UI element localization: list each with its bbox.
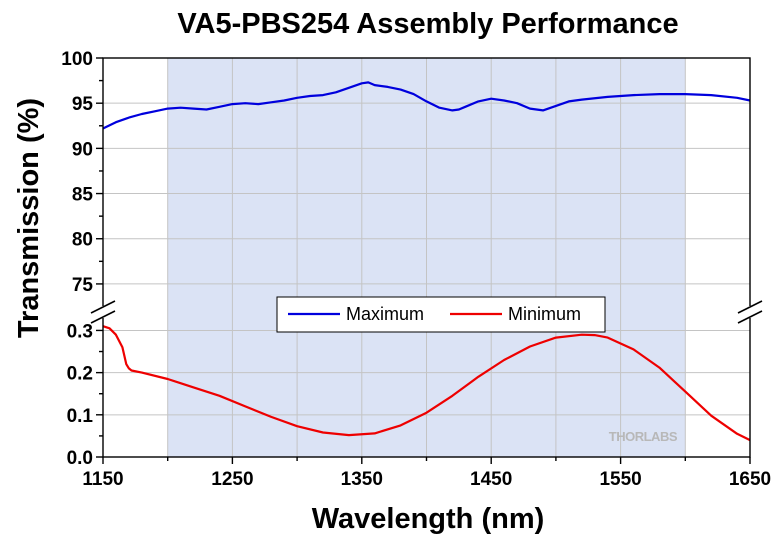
- y-tick-label: 75: [72, 275, 94, 296]
- y-tick-label: 90: [72, 139, 93, 160]
- series-line-maximum: [102, 81, 751, 130]
- x-axis-label: Wavelength (nm): [312, 503, 545, 535]
- axis-break-mark: [737, 300, 763, 314]
- x-tick-label: 1250: [211, 469, 253, 490]
- y-tick-label: 0.2: [67, 364, 93, 385]
- legend-entry-minimum: Minimum: [508, 304, 581, 324]
- chart-title: VA5-PBS254 Assembly Performance: [177, 8, 678, 40]
- x-tick-label: 1650: [729, 469, 771, 490]
- y-axis-label: Transmission (%): [13, 98, 45, 338]
- watermark-logo: THORLABS: [609, 429, 678, 444]
- legend-entry-maximum: Maximum: [346, 304, 424, 324]
- axis-break-mark: [90, 300, 116, 314]
- x-tick-label: 1150: [82, 469, 123, 490]
- series-line-minimum: [102, 325, 751, 442]
- x-tick-label: 1550: [599, 469, 641, 490]
- y-tick-label: 0.1: [67, 406, 94, 427]
- axis-break-mark: [90, 310, 116, 324]
- legend: Maximum Minimum: [276, 296, 606, 333]
- x-tick-label: 1350: [341, 469, 383, 490]
- y-tick-label: 100: [61, 49, 93, 70]
- x-tick-label: 1450: [470, 469, 512, 490]
- y-tick-label: 80: [72, 230, 93, 251]
- y-tick-label: 85: [72, 185, 94, 206]
- plot-area: 1150 1250 1350 1450 1550 1650 75 80 85 90 95 100 0.0…: [61, 49, 771, 490]
- axis-break-mark: [737, 310, 763, 324]
- y-tick-label: 95: [72, 94, 94, 115]
- y-tick-label: 0.0: [67, 448, 93, 469]
- y-tick-label: 0.3: [67, 321, 93, 342]
